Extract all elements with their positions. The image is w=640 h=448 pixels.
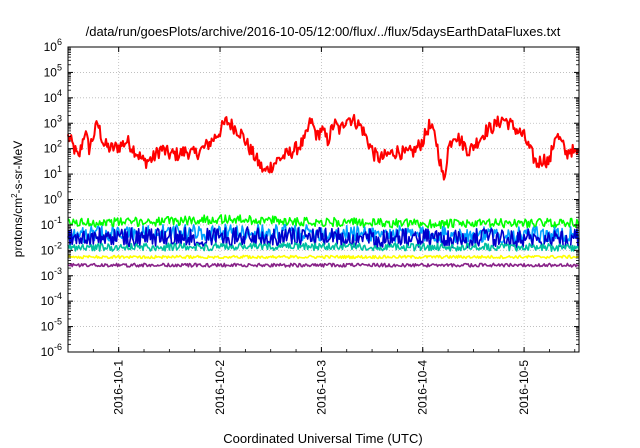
series-line — [67, 254, 580, 260]
y-tick-label: 103 — [44, 113, 62, 130]
x-tick-label: 2016-10-1 — [112, 360, 126, 415]
x-axis: 2016-10-1 2016-10-2 2016-10-3 2016-10-4 2016… — [67, 47, 576, 415]
y-tick-label: 10-4 — [41, 291, 62, 308]
chart-title: /data/run/goesPlots/archive/2016-10-05/1… — [86, 24, 561, 39]
y-tick-label: 104 — [44, 88, 62, 105]
y-tick-label: 10-2 — [41, 240, 62, 257]
x-tick-label: 2016-10-5 — [517, 360, 531, 415]
series-line — [67, 226, 580, 249]
x-tick-label: 2016-10-4 — [416, 360, 430, 415]
x-axis-label: Coordinated Universal Time (UTC) — [223, 431, 422, 446]
grid-lines — [68, 47, 579, 352]
y-tick-label: 10-1 — [41, 215, 62, 232]
series-line — [67, 262, 580, 268]
y-tick-label: 102 — [44, 139, 62, 156]
y-tick-label: 100 — [44, 190, 62, 207]
y-tick-label: 10-6 — [41, 342, 62, 359]
x-tick-label: 2016-10-2 — [213, 360, 227, 415]
series-line — [67, 113, 580, 181]
x-tick-label: 2016-10-3 — [314, 360, 328, 415]
y-axis-label: protons/cm2-s-sr-MeV — [10, 141, 25, 257]
y-tick-label: 101 — [44, 164, 62, 181]
y-axis: 106 105 104 103 102 101 100 10-1 10-2 10-3 10-4 10-… — [41, 37, 579, 359]
y-tick-label: 10-5 — [41, 317, 62, 334]
y-tick-label: 106 — [44, 37, 62, 54]
series-line — [67, 242, 580, 252]
series-line — [67, 214, 580, 230]
y-tick-label: 105 — [44, 62, 62, 79]
y-tick-label: 10-3 — [41, 266, 62, 283]
series-group — [67, 113, 580, 268]
